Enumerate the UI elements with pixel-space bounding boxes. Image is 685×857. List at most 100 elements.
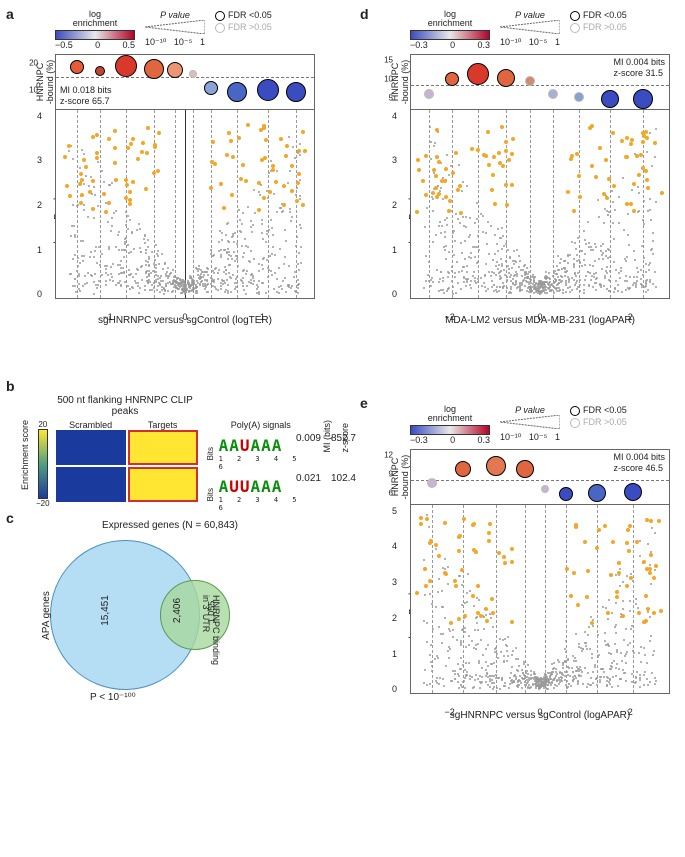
scatter-dot [493,272,495,274]
scatter-dot [537,681,539,683]
scatter-dot [612,201,614,203]
scatter-dot-sig [625,584,629,588]
scatter-dot [299,195,301,197]
scatter-dot [429,683,431,685]
scatter-dot [230,277,232,279]
scatter-dot [261,232,263,234]
scatter-dot [473,686,475,688]
scatter-dot [629,276,631,278]
scatter-dot-sig [444,195,448,199]
scatter-dot [258,270,260,272]
scatter-dot [575,660,577,662]
scatter-dot [430,644,432,646]
scatter-dot [571,241,573,243]
scatter-dot-sig [153,143,157,147]
scatter-dot [202,285,204,287]
bubble [559,487,573,501]
scatter-dot [522,672,524,674]
a-bubble-strip: MI 0.018 bitsz-score 65.71020 [55,54,315,109]
scatter-dot-sig [597,528,601,532]
scatter-dot [561,677,563,679]
scatter-dot [534,683,536,685]
scatter-dot-sig [141,141,145,145]
scatter-dot [605,270,607,272]
scatter-dot-sig [453,579,457,583]
scatter-dot-sig [145,151,149,155]
scatter-dot-sig [645,567,649,571]
scatter-dot [223,271,225,273]
scatter-dot [230,291,232,293]
scatter-dot [564,660,566,662]
scatter-dot [461,604,463,606]
scatter-dot [240,231,242,233]
scatter-dot [528,677,530,679]
scatter-dot [574,675,576,677]
scatter-dot [227,292,229,294]
scatter-dot [649,281,651,283]
scatter-dot-sig [257,181,261,185]
scatter-dot [461,584,463,586]
d-legend: log enrichment −0.300.3 P value 10⁻¹⁰10⁻… [410,10,670,50]
scatter-dot [112,263,114,265]
scatter-dot [602,243,604,245]
scatter-dot-sig [625,136,629,140]
scatter-dot [496,261,498,263]
scatter-dot [550,678,552,680]
scatter-dot [495,647,497,649]
scatter-dot [638,652,640,654]
scatter-dot [456,261,458,263]
scatter-dot [472,246,474,248]
scatter-dot [556,680,558,682]
scatter-dot [235,278,237,280]
scatter-dot [148,275,150,277]
scatter-dot [501,227,503,229]
scatter-dot [446,154,448,156]
scatter-dot [533,281,535,283]
scatter-dot [654,677,656,679]
nums-2: 1 2 3 4 5 6 [219,496,316,512]
scatter-dot [589,684,591,686]
scatter-dot-sig [500,125,504,129]
scatter-dot [199,275,201,277]
scatter-dot [444,249,446,251]
scatter-dot [607,618,609,620]
scatter-dot-sig [124,178,128,182]
scatter-dot-sig [268,190,272,194]
scatter-dot [633,276,635,278]
scatter-dot [219,230,221,232]
scatter-dot [155,267,157,269]
scatter-dot [561,680,563,682]
scatter-dot-sig [471,594,475,598]
scatter-dot [575,248,577,250]
scatter-dot [284,256,286,258]
scatter-dot [488,253,490,255]
scatter-dot [489,680,491,682]
scatter-dot [614,209,616,211]
scatter-dot [503,655,505,657]
scatter-dot-sig [264,138,268,142]
scatter-dot [177,277,179,279]
scatter-dot [654,569,656,571]
scatter-dot [93,293,95,295]
scatter-dot [457,282,459,284]
scatter-dot [592,671,594,673]
scatter-dot [453,254,455,256]
scatter-dot [87,216,89,218]
scatter-dot [478,662,480,664]
scatter-dot [557,659,559,661]
scatter-dot [172,290,174,292]
scatter-dot [524,285,526,287]
scatter-dot [605,250,607,252]
scatter-dot [485,661,487,663]
scatter-dot-sig [290,164,294,168]
scatter-dot [539,284,541,286]
scatter-dot-sig [454,584,458,588]
scatter-dot [169,273,171,275]
scatter-dot-sig [652,611,656,615]
scatter-dot [468,644,470,646]
scatter-dot-sig [104,210,108,214]
scatter-dot [598,258,600,260]
scatter-dot-sig [259,128,263,132]
scatter-dot [611,190,613,192]
scatter-dot [74,254,76,256]
